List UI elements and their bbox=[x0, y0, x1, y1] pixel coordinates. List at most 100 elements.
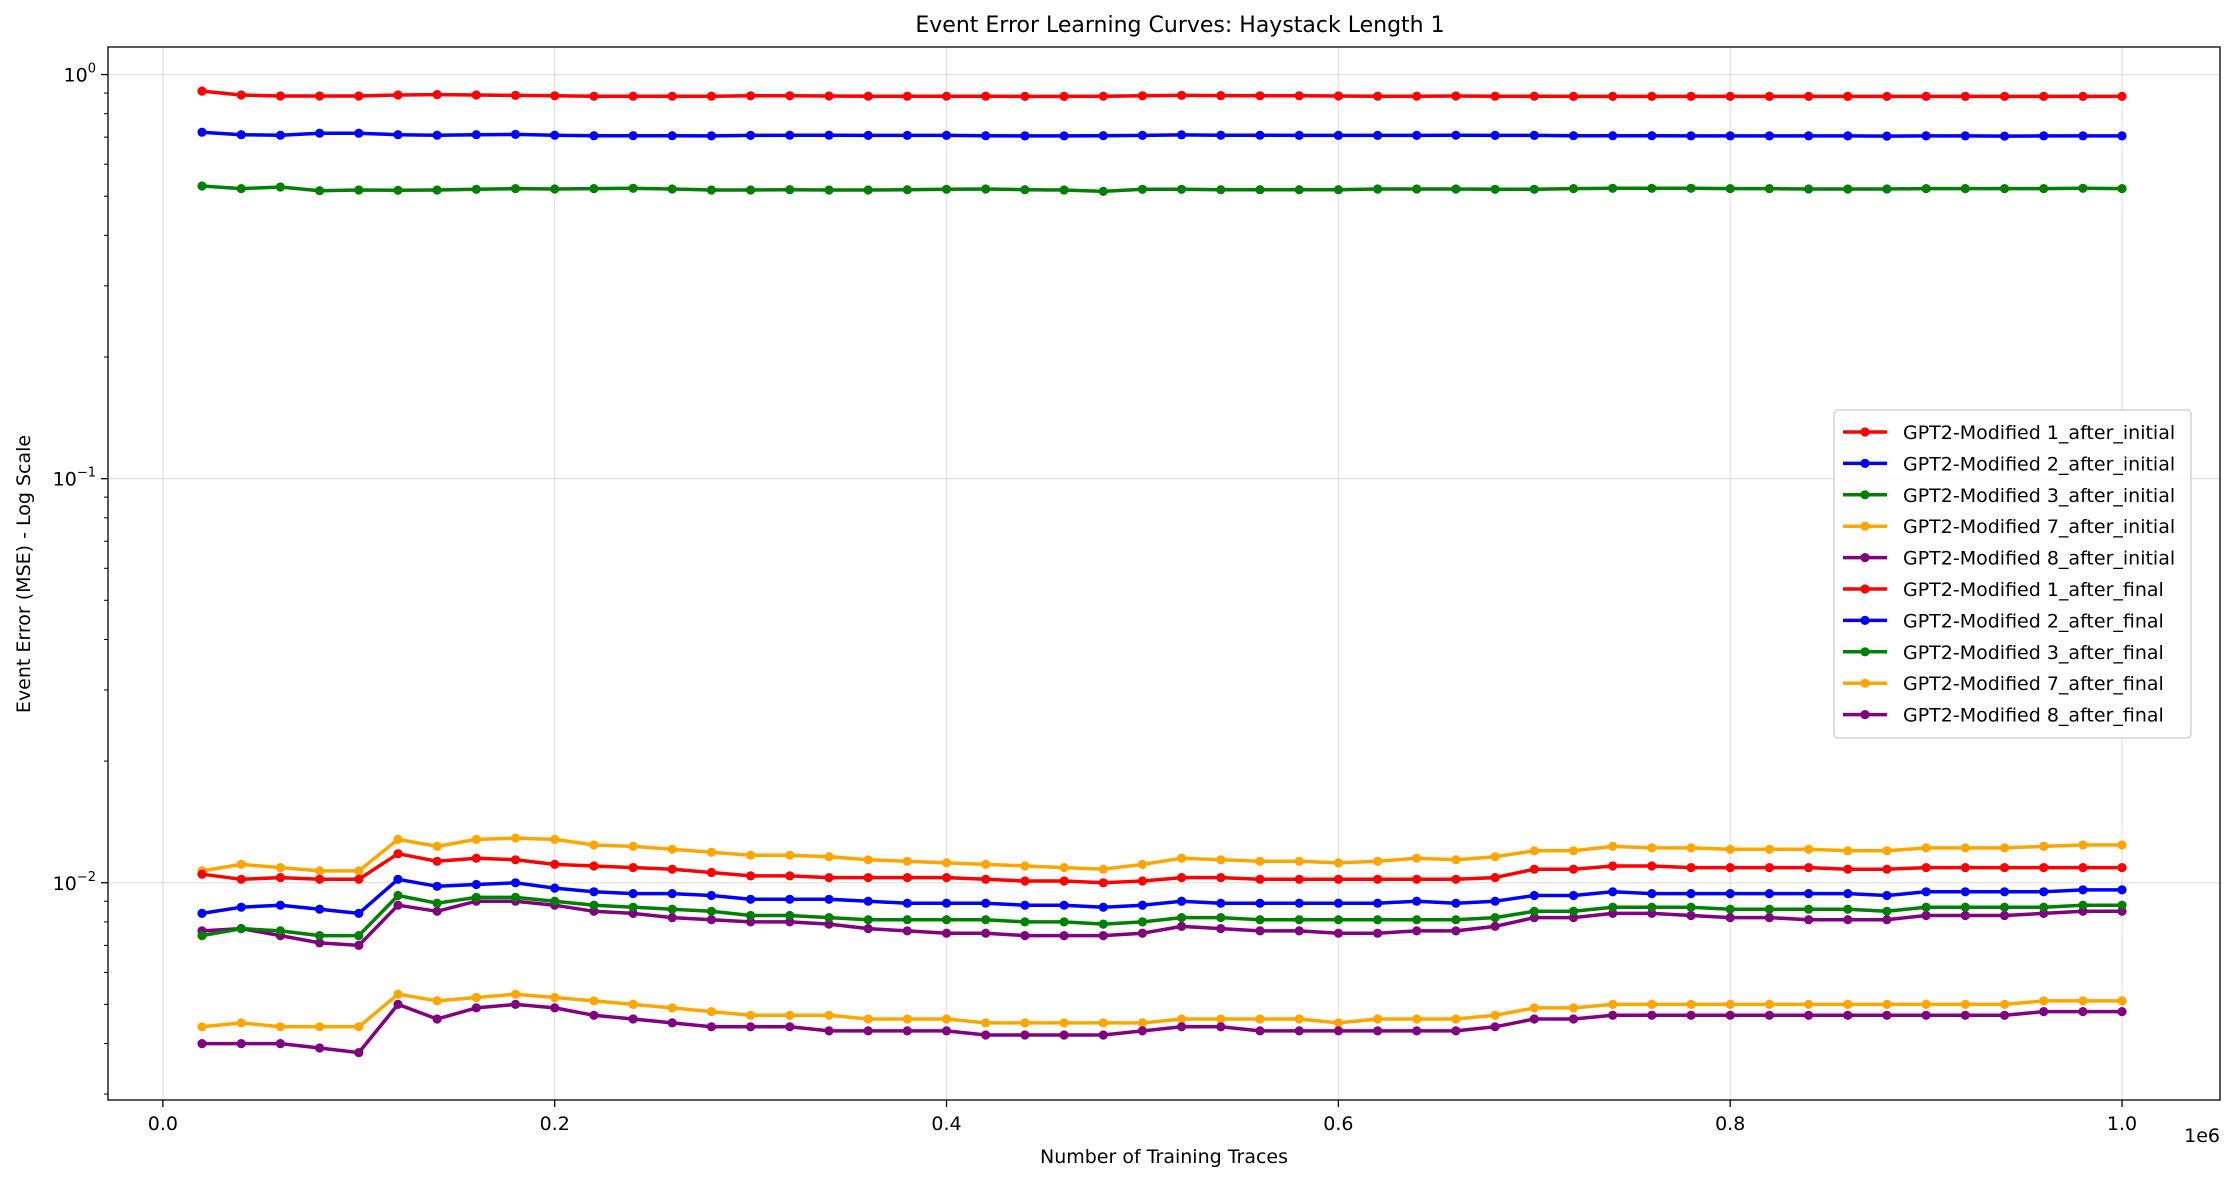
legend-label: GPT2-Modified 8_after_initial bbox=[1903, 548, 2175, 570]
data-point bbox=[1059, 876, 1069, 886]
data-point bbox=[902, 926, 912, 936]
data-point bbox=[941, 928, 952, 938]
data-point bbox=[1999, 863, 2010, 873]
x-tick-label: 0.0 bbox=[148, 1113, 178, 1135]
data-point bbox=[1137, 900, 1147, 910]
data-point bbox=[1960, 999, 1970, 1010]
data-point bbox=[1647, 1010, 1657, 1020]
data-point bbox=[667, 844, 677, 854]
data-point bbox=[510, 878, 521, 888]
data-point bbox=[275, 873, 285, 883]
data-point bbox=[589, 900, 599, 910]
data-point bbox=[432, 898, 442, 908]
data-point bbox=[941, 1014, 952, 1024]
data-point bbox=[746, 894, 756, 904]
data-point bbox=[1373, 130, 1383, 140]
series-line bbox=[201, 836, 2122, 873]
data-point bbox=[2117, 996, 2127, 1006]
data-point bbox=[354, 874, 364, 884]
data-point bbox=[2117, 863, 2127, 873]
x-tick-label: 0.2 bbox=[540, 1113, 570, 1135]
data-point bbox=[863, 1014, 873, 1024]
data-point bbox=[1921, 843, 1931, 853]
data-point bbox=[746, 130, 756, 140]
data-point bbox=[550, 896, 560, 906]
data-point bbox=[785, 871, 795, 881]
data-point bbox=[393, 874, 403, 884]
data-point bbox=[1725, 913, 1735, 923]
data-point bbox=[393, 989, 403, 999]
data-point bbox=[863, 896, 873, 906]
data-point bbox=[315, 128, 325, 138]
data-point bbox=[1020, 876, 1030, 886]
data-point bbox=[1451, 874, 1461, 884]
data-point bbox=[1686, 843, 1696, 853]
data-point bbox=[1255, 874, 1265, 884]
data-point bbox=[628, 889, 638, 899]
data-point bbox=[1177, 873, 1187, 883]
data-point bbox=[471, 90, 481, 100]
data-point bbox=[432, 996, 442, 1006]
data-point bbox=[1921, 184, 1931, 194]
data-point bbox=[981, 859, 991, 870]
data-point bbox=[1333, 858, 1343, 868]
data-point bbox=[1529, 846, 1539, 856]
data-point bbox=[1647, 91, 1657, 101]
data-point bbox=[1020, 1030, 1030, 1040]
data-point bbox=[1451, 130, 1461, 140]
data-point bbox=[1764, 889, 1774, 899]
data-point bbox=[1725, 844, 1735, 854]
data-point bbox=[1216, 924, 1226, 934]
data-point bbox=[1921, 999, 1931, 1010]
legend-entry: GPT2-Modified 1_after_initial bbox=[1843, 422, 2175, 444]
data-point bbox=[1020, 185, 1030, 195]
data-point bbox=[1764, 844, 1774, 854]
data-point bbox=[1568, 846, 1579, 856]
data-point bbox=[628, 902, 638, 912]
data-point bbox=[706, 890, 717, 901]
legend-entry: GPT2-Modified 2_after_initial bbox=[1843, 453, 2175, 475]
data-point bbox=[1999, 999, 2010, 1010]
data-point bbox=[2039, 996, 2049, 1006]
data-point bbox=[863, 130, 873, 140]
data-point bbox=[902, 915, 912, 925]
data-point bbox=[432, 1014, 442, 1024]
data-point bbox=[981, 898, 991, 908]
data-point bbox=[863, 855, 873, 865]
data-point bbox=[1216, 130, 1226, 140]
data-point bbox=[667, 889, 677, 899]
data-point bbox=[1020, 1018, 1030, 1028]
data-point bbox=[785, 1010, 795, 1020]
data-point bbox=[1137, 917, 1147, 927]
data-point bbox=[432, 90, 442, 100]
data-point bbox=[2117, 91, 2127, 101]
data-point bbox=[1843, 1010, 1853, 1020]
data-point bbox=[1843, 915, 1853, 925]
data-point bbox=[1999, 910, 2010, 921]
data-point bbox=[1294, 856, 1304, 866]
data-point bbox=[941, 91, 952, 101]
data-point bbox=[746, 850, 756, 860]
data-point bbox=[941, 858, 952, 868]
data-point bbox=[785, 1022, 795, 1032]
data-point bbox=[1999, 91, 2010, 101]
data-point bbox=[1608, 887, 1618, 897]
data-point bbox=[589, 840, 599, 850]
data-point bbox=[824, 913, 834, 923]
data-point bbox=[1216, 855, 1226, 865]
data-point bbox=[2117, 184, 2127, 194]
series-4 bbox=[197, 833, 2127, 876]
data-point bbox=[1451, 184, 1461, 194]
data-point bbox=[2039, 184, 2049, 194]
legend-label: GPT2-Modified 7_after_initial bbox=[1903, 516, 2175, 538]
data-point bbox=[746, 1022, 756, 1032]
data-point bbox=[824, 185, 834, 195]
data-point bbox=[1412, 896, 1422, 906]
data-point bbox=[628, 1014, 638, 1024]
data-point bbox=[1137, 859, 1147, 870]
data-point bbox=[706, 1007, 717, 1017]
data-point bbox=[1059, 931, 1069, 941]
data-point bbox=[1255, 185, 1265, 195]
data-point bbox=[315, 931, 325, 941]
data-point bbox=[1451, 926, 1461, 936]
